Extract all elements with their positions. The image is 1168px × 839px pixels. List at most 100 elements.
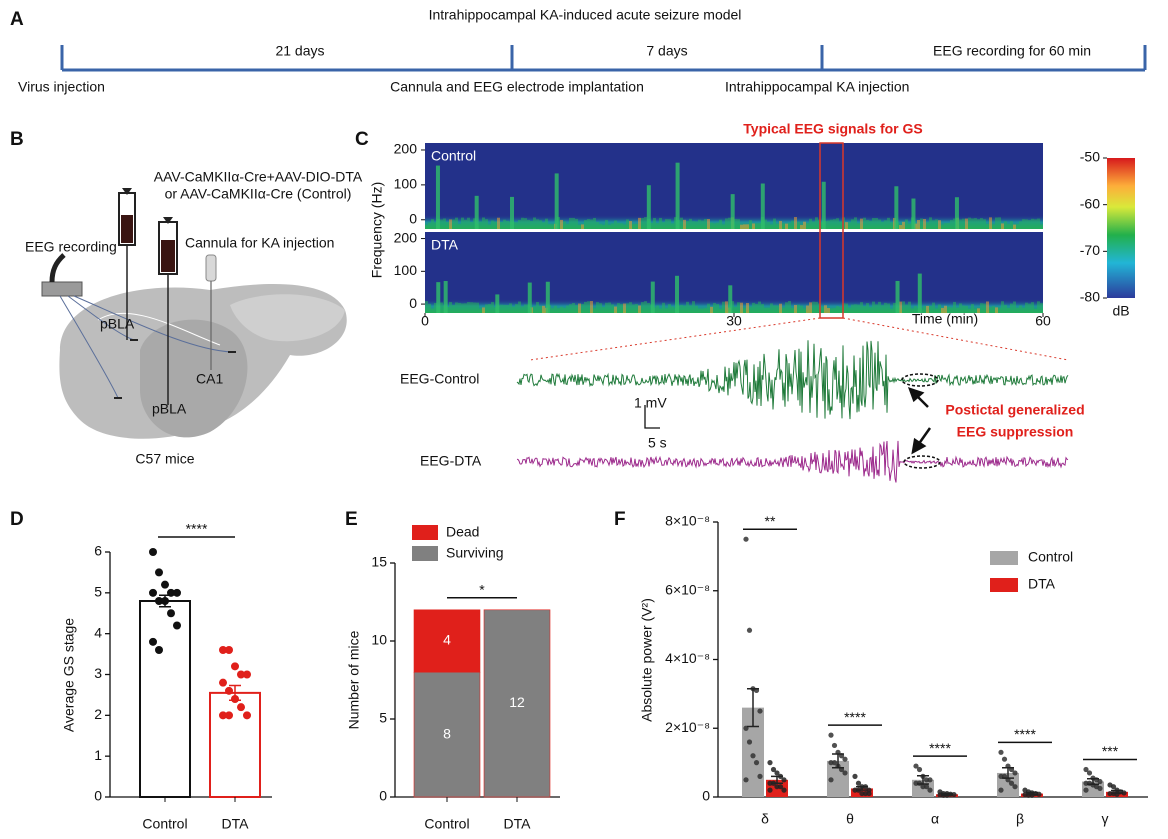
data-point — [998, 787, 1004, 793]
y-tick-label: 15 — [371, 554, 387, 570]
error-bar — [159, 594, 171, 608]
spectrogram-cell — [698, 219, 701, 229]
spectrogram-burst — [646, 185, 651, 229]
spectrogram-cell — [581, 304, 584, 313]
error-bar — [1111, 789, 1123, 794]
y-tick-label: 2×10⁻⁸ — [665, 719, 710, 735]
spectrogram-cell — [737, 302, 740, 313]
data-point — [852, 773, 858, 779]
y-tick-label: 0 — [94, 788, 102, 804]
diagram-label: AAV-CaMKIIα-Cre+AAV-DIO-DTA — [154, 169, 363, 185]
spectrogram-cell — [989, 217, 992, 229]
y-tick-label: 0 — [409, 210, 417, 226]
highlight-box — [819, 142, 844, 319]
spectrogram-cell — [755, 303, 758, 313]
spectrogram-burst — [894, 186, 899, 229]
spectrogram-cell — [1013, 301, 1016, 313]
spectrogram-burst — [527, 282, 532, 313]
bar — [139, 600, 191, 798]
spectrogram-cell — [668, 304, 671, 313]
data-point — [155, 568, 163, 577]
spectrogram-burst — [675, 275, 680, 313]
spectrogram-cell — [584, 220, 587, 229]
spectrogram-cell — [833, 219, 836, 229]
spectrogram-cell — [500, 222, 503, 229]
spectrogram-cell — [611, 304, 614, 313]
spectrogram-cell — [455, 217, 458, 229]
y-tick-label: 0 — [379, 788, 387, 804]
y-axis-label: Number of mice — [346, 630, 362, 729]
x-tick-label: 0 — [421, 313, 429, 329]
spectrogram-cell — [716, 222, 719, 229]
spectrogram-cell — [917, 219, 920, 229]
spectrogram-cell — [461, 217, 464, 229]
spectrogram-cell — [962, 218, 965, 229]
spectrogram-cell — [809, 218, 812, 229]
spectrogram-cell — [860, 302, 863, 313]
spectrogram-cell — [572, 302, 575, 313]
spectrogram-cell — [839, 307, 842, 313]
spectrogram-cell — [608, 302, 611, 313]
data-point — [1012, 770, 1018, 776]
spectrogram-cell — [884, 220, 887, 229]
data-point — [842, 770, 848, 776]
suppression-marker — [901, 373, 939, 387]
x-tick-label: DTA — [504, 816, 532, 832]
zoom-line — [529, 317, 821, 361]
spectrogram-cell — [1028, 220, 1031, 229]
spectrogram-cell — [701, 220, 704, 229]
spectrogram-cell — [449, 219, 452, 229]
spectrogram-cell — [875, 304, 878, 313]
spectrogram-burst — [917, 273, 922, 313]
spectrogram-cell — [482, 307, 485, 313]
spectrogram-cell — [716, 304, 719, 313]
spectrogram-cell — [722, 224, 725, 229]
spectrogram-cell — [1034, 308, 1037, 313]
spectrogram-cell — [632, 304, 635, 313]
bar-segment — [483, 609, 551, 798]
y-tick-label: 0 — [702, 788, 710, 804]
spectrogram-cell — [902, 301, 905, 313]
spectrogram-cell — [839, 221, 842, 229]
spectrogram-cell — [758, 223, 761, 229]
spectrogram-cell — [563, 221, 566, 229]
data-point — [149, 548, 157, 556]
spectrogram-cell — [806, 305, 809, 313]
spectrogram-cell — [770, 224, 773, 229]
spectrogram-cell — [434, 222, 437, 229]
spectrogram-cell — [533, 306, 536, 313]
spectrogram-cell — [656, 305, 659, 313]
spectrogram-cell — [719, 219, 722, 229]
data-point — [770, 766, 777, 773]
spectrogram-cell — [983, 303, 986, 313]
spectrogram-cell — [524, 218, 527, 229]
spectrogram-burst — [436, 282, 441, 313]
spectrogram-cell — [599, 303, 602, 313]
spectrogram-cell — [743, 308, 746, 313]
spectrogram-cell — [911, 308, 914, 313]
interval-label: 7 days — [646, 43, 687, 59]
spectrogram-cell — [788, 222, 791, 229]
spectrogram-cell — [764, 219, 767, 229]
spectrogram-cell — [755, 223, 758, 229]
significance-label: **** — [929, 740, 951, 756]
data-point — [781, 777, 787, 783]
y-tick-label: 100 — [394, 176, 418, 192]
spectrogram-cell — [647, 303, 650, 313]
data-point — [219, 711, 227, 720]
spectrogram-cell — [479, 308, 482, 313]
spectrogram-cell — [626, 219, 629, 229]
spectrogram-cell — [698, 308, 701, 313]
spectrogram-cell — [731, 301, 734, 313]
data-point — [1097, 778, 1103, 785]
spectrogram-cell — [638, 305, 641, 313]
spectrogram-cell — [521, 217, 524, 229]
spectrogram-cell — [590, 219, 593, 229]
spectrogram-cell — [851, 219, 854, 229]
x-axis-label: Time (min) — [912, 311, 978, 327]
spectrogram-cell — [545, 218, 548, 229]
spectrogram-cell — [881, 305, 884, 313]
spectrogram-cell — [608, 224, 611, 229]
spectrogram-cell — [1040, 224, 1043, 229]
spectrogram-cell — [503, 219, 506, 229]
